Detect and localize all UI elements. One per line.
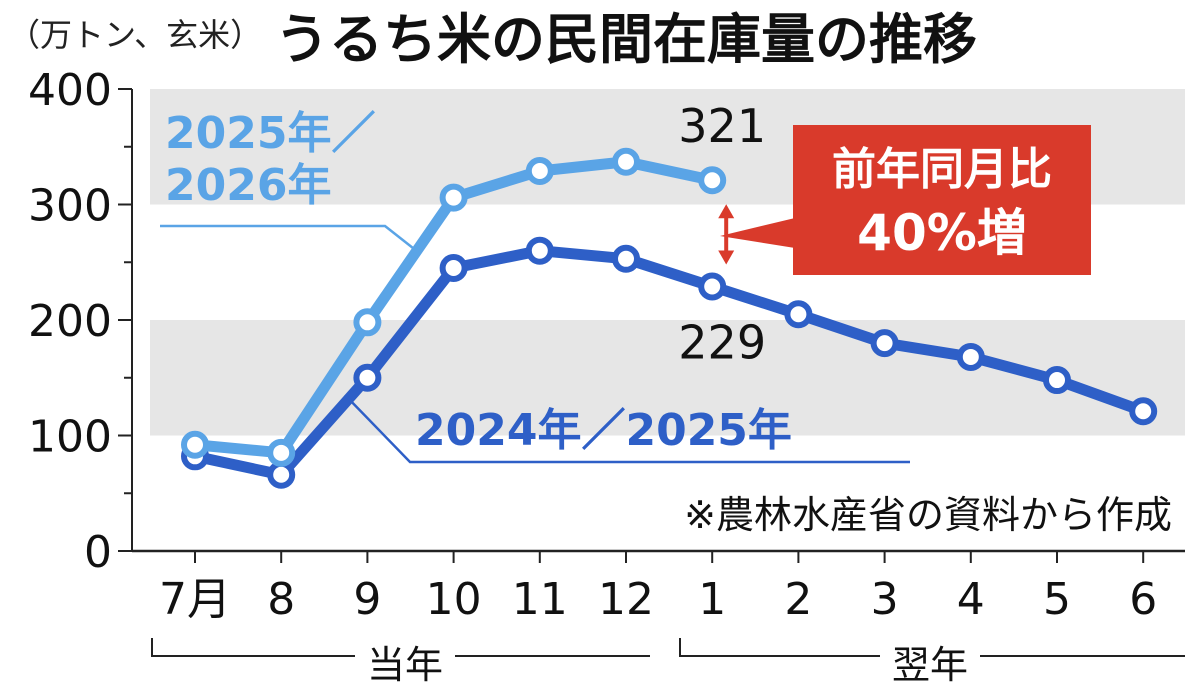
labels-group: 321 229 2025年／2026年 2024年／2025年 前年同月比 40%増 <box>160 99 1091 464</box>
y-tick-label: 100 <box>28 412 112 463</box>
series-0-point-2 <box>353 363 382 392</box>
period-bracket-next-left <box>679 638 880 657</box>
data-label: 321 <box>678 99 766 153</box>
x-tick-label: 2 <box>784 574 812 625</box>
series-0-point-1 <box>267 460 296 489</box>
y-tick-label: 400 <box>28 65 112 116</box>
period-label-next-year: 翌年 <box>892 643 968 687</box>
series-0-point-5 <box>612 244 640 273</box>
period-bracket-current-left <box>151 638 355 657</box>
x-tick-label: 6 <box>1129 574 1157 625</box>
callout-text: 40%増 <box>857 204 1027 262</box>
series-0-point-8 <box>870 329 899 358</box>
series-1-point-5 <box>612 147 640 176</box>
series-0-point-7 <box>784 300 813 329</box>
x-tick-label: 11 <box>512 574 568 625</box>
callout-text: 前年同月比 <box>832 144 1052 195</box>
series-0-point-4 <box>525 236 554 265</box>
x-tick-label: 5 <box>1043 574 1071 625</box>
y-tick-label: 300 <box>28 181 112 232</box>
x-tick-label: 1 <box>698 574 726 625</box>
y-tick-labels: 0 100 200 300 400 <box>28 65 112 578</box>
series-name-label: 2025年／ <box>165 108 375 159</box>
x-tick-label: 12 <box>598 574 654 625</box>
series-1-point-3 <box>439 183 468 212</box>
series-name-label: 2024年／2025年 <box>415 405 792 456</box>
x-tick-label: 7月 <box>159 574 231 625</box>
series-0-point-3 <box>439 254 468 283</box>
chart-title: うるち米の民間在庫量の推移 <box>275 8 977 71</box>
y-tick-label: 200 <box>28 296 112 347</box>
unit-label: （万トン、玄米） <box>8 16 262 54</box>
series-0-point-6 <box>698 272 727 301</box>
difference-arrow-head-up <box>718 204 735 219</box>
period-label-current-year: 当年 <box>367 643 443 687</box>
series-0-point-9 <box>956 342 985 371</box>
y-tick-label: 0 <box>84 527 112 578</box>
series-line-0 <box>189 245 1149 481</box>
source-note: ※農林水産省の資料から作成 <box>684 493 1172 537</box>
x-tick-label: 4 <box>957 574 985 625</box>
callout-box <box>793 125 1091 275</box>
axes <box>118 88 1185 657</box>
grid-band-1 <box>150 320 1185 436</box>
series-label-leader <box>160 224 419 253</box>
series-0-point-11 <box>1129 397 1158 426</box>
difference-arrow-head-down <box>718 250 735 265</box>
data-label: 229 <box>678 316 766 370</box>
series-group <box>181 147 1158 489</box>
series-name-label: 2026年 <box>165 160 331 211</box>
x-tick-label: 8 <box>267 574 295 625</box>
callout-pointer <box>720 218 795 248</box>
series-label-leader <box>344 394 910 464</box>
x-tick-label: 9 <box>353 574 381 625</box>
x-tick-labels: 7月 8 9 10 11 12 1 2 3 4 5 6 <box>159 574 1157 625</box>
x-tick-label: 10 <box>426 574 482 625</box>
series-1-point-1 <box>267 438 296 467</box>
series-1-point-2 <box>353 308 382 337</box>
x-tick-label: 3 <box>871 574 899 625</box>
series-1-point-6 <box>698 166 727 195</box>
series-1-point-0 <box>181 430 209 459</box>
series-0-point-10 <box>1043 366 1071 395</box>
series-1-point-4 <box>525 157 554 186</box>
